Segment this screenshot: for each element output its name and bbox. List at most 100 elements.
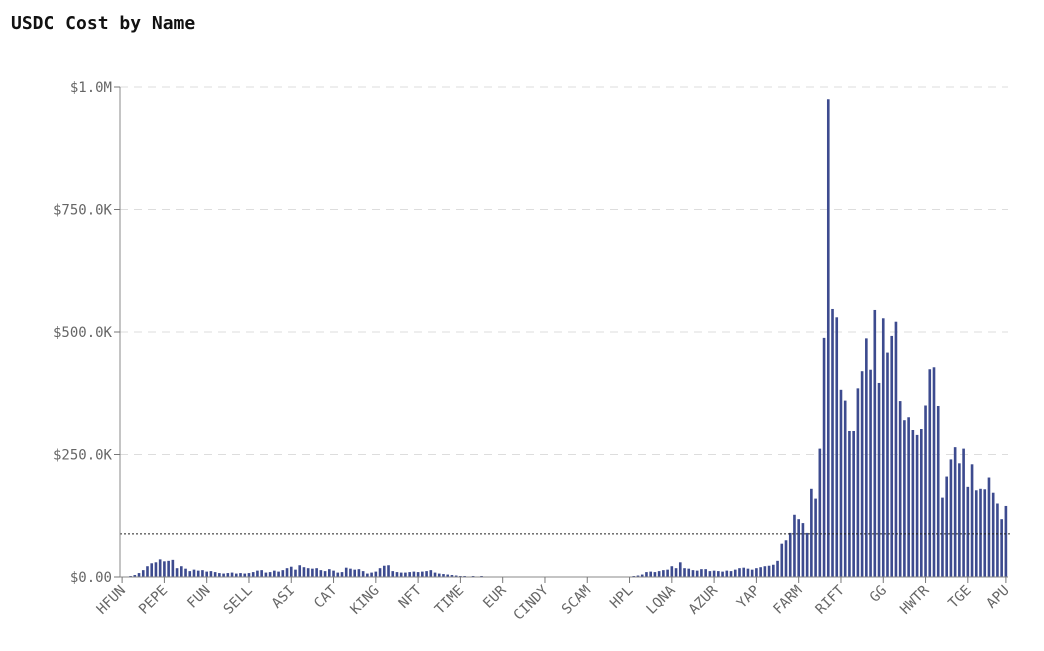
bar bbox=[683, 568, 686, 577]
x-tick-label: PEPE bbox=[136, 583, 171, 618]
bar bbox=[881, 318, 885, 577]
bar bbox=[848, 430, 851, 577]
bar bbox=[1000, 519, 1003, 577]
bar bbox=[695, 570, 699, 577]
bar bbox=[755, 568, 758, 577]
bar bbox=[843, 400, 847, 577]
bar bbox=[649, 571, 652, 577]
bar bbox=[188, 571, 192, 577]
bars bbox=[125, 99, 1008, 577]
bar bbox=[886, 352, 889, 577]
y-tick-label: $500.0K bbox=[53, 325, 113, 341]
bar bbox=[941, 497, 944, 577]
x-tick-label: NFT bbox=[396, 582, 426, 612]
bar bbox=[302, 567, 306, 577]
bar bbox=[640, 574, 644, 577]
y-tick-label: $1.0M bbox=[70, 80, 112, 96]
bar bbox=[251, 572, 255, 577]
bar bbox=[433, 572, 437, 577]
bar bbox=[319, 570, 323, 577]
bar bbox=[822, 337, 826, 577]
bar bbox=[454, 575, 458, 577]
bar bbox=[657, 571, 661, 577]
bar bbox=[852, 430, 855, 577]
bar bbox=[416, 572, 420, 577]
bar bbox=[175, 568, 179, 577]
bar bbox=[873, 309, 877, 577]
bar bbox=[856, 388, 860, 577]
bar bbox=[784, 540, 788, 577]
bar bbox=[277, 571, 280, 577]
bar bbox=[670, 566, 674, 577]
bar bbox=[378, 568, 382, 577]
bar bbox=[171, 559, 175, 577]
bar bbox=[370, 572, 373, 577]
bar bbox=[395, 572, 399, 577]
bar bbox=[894, 321, 898, 577]
bar bbox=[243, 573, 247, 577]
x-tick-label: CAT bbox=[311, 582, 341, 612]
bar bbox=[146, 566, 149, 577]
bar bbox=[898, 401, 902, 577]
bar bbox=[213, 572, 217, 577]
x-tick-label: CINDY bbox=[511, 582, 553, 624]
bar bbox=[869, 369, 872, 577]
bar bbox=[273, 570, 276, 577]
bar bbox=[839, 389, 843, 577]
bar bbox=[890, 335, 894, 577]
x-tick-label: YAP bbox=[734, 583, 763, 612]
bar bbox=[167, 560, 170, 577]
x-tick-label: HPL bbox=[607, 583, 636, 612]
bar bbox=[192, 569, 196, 577]
bar bbox=[729, 571, 733, 577]
x-tick-label: ASI bbox=[269, 583, 298, 612]
bar bbox=[222, 573, 225, 577]
bar bbox=[793, 514, 796, 577]
x-tick-label: HFUN bbox=[94, 583, 129, 618]
bar bbox=[983, 489, 987, 577]
bar bbox=[247, 573, 251, 577]
y-tick-label: $750.0K bbox=[53, 203, 113, 219]
bar bbox=[924, 405, 927, 577]
x-tick-label: FUN bbox=[184, 583, 213, 612]
bar bbox=[281, 570, 285, 577]
bar bbox=[970, 464, 974, 577]
bar bbox=[404, 572, 407, 577]
bar bbox=[691, 570, 695, 577]
bar bbox=[180, 566, 183, 577]
bar bbox=[268, 572, 272, 577]
bar bbox=[201, 570, 204, 577]
bar bbox=[966, 486, 970, 577]
bar bbox=[328, 569, 331, 577]
bar bbox=[645, 572, 648, 577]
gridlines bbox=[120, 86, 1008, 455]
bar bbox=[835, 317, 839, 577]
bar bbox=[349, 568, 352, 577]
bar bbox=[226, 573, 230, 577]
x-tick-label: KING bbox=[348, 583, 383, 618]
x-tick-label: SCAM bbox=[559, 583, 594, 618]
bar bbox=[780, 543, 784, 577]
bar bbox=[725, 570, 729, 577]
bar bbox=[953, 447, 957, 577]
bar bbox=[945, 476, 948, 577]
bar bbox=[814, 498, 817, 577]
bar bbox=[256, 570, 259, 577]
bar bbox=[958, 463, 961, 577]
bar bbox=[962, 448, 965, 577]
bar bbox=[662, 570, 665, 577]
bar bbox=[344, 567, 348, 577]
x-tick-label: AZUR bbox=[686, 582, 722, 618]
bar bbox=[205, 571, 208, 577]
bar bbox=[1004, 505, 1008, 577]
bar bbox=[987, 477, 991, 577]
bar bbox=[920, 429, 923, 577]
bar bbox=[733, 569, 737, 577]
bar bbox=[150, 563, 154, 577]
x-tick-label: SELL bbox=[221, 583, 256, 618]
x-tick-label: EUR bbox=[480, 582, 510, 612]
bar bbox=[374, 571, 378, 577]
x-tick-label: HWTR bbox=[897, 582, 933, 618]
bar bbox=[687, 568, 691, 577]
bar bbox=[311, 568, 314, 577]
